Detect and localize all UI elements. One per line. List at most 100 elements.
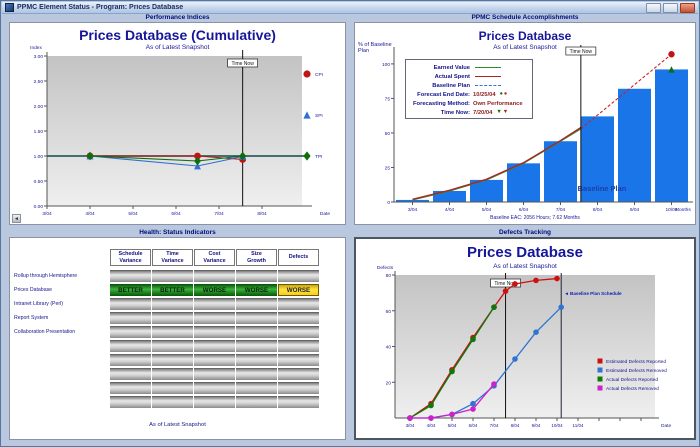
legend-row: Forecast End Date: 10/25/04 ●● — [410, 90, 528, 99]
empty-status-cell[interactable] — [278, 298, 319, 310]
empty-status-cell[interactable] — [278, 270, 319, 282]
empty-status-cell[interactable] — [110, 312, 151, 324]
data-point — [554, 275, 560, 282]
status-cell[interactable]: WORSE — [194, 284, 235, 296]
empty-status-cell[interactable] — [152, 354, 193, 366]
empty-status-cell[interactable] — [278, 354, 319, 366]
legend-label: SPI — [315, 113, 323, 119]
empty-status-cell[interactable] — [152, 270, 193, 282]
panel-caption-health: Health: Status Indicators — [139, 229, 216, 236]
empty-status-cell[interactable] — [110, 340, 151, 352]
panel-caption-performance: Performance Indices — [145, 14, 210, 21]
empty-status-cell[interactable] — [110, 270, 151, 282]
empty-status-cell[interactable] — [278, 326, 319, 338]
baseline-plan-bar — [507, 163, 540, 202]
data-point — [428, 402, 434, 409]
row-label[interactable]: Intranet Library (Perl) — [14, 301, 64, 307]
empty-status-cell[interactable] — [194, 312, 235, 324]
empty-status-cell[interactable] — [236, 326, 277, 338]
forecast-line — [580, 53, 672, 130]
row-label[interactable]: Rollup through Hemisphere — [14, 273, 78, 279]
scroll-button[interactable]: ◄ — [12, 214, 21, 223]
bar-area-label: Baseline Plan — [578, 184, 627, 193]
empty-status-cell[interactable] — [152, 298, 193, 310]
empty-status-cell[interactable] — [278, 312, 319, 324]
empty-status-cell[interactable] — [278, 382, 319, 394]
empty-status-cell[interactable] — [110, 382, 151, 394]
empty-status-cell[interactable] — [152, 382, 193, 394]
empty-status-cell[interactable] — [194, 382, 235, 394]
x-axis-title: Months — [675, 207, 691, 213]
chart-subtitle: As of Latest Snapshot — [145, 44, 210, 51]
chart-title: Prices Database — [467, 244, 583, 261]
row-label[interactable]: Report System — [14, 315, 49, 321]
empty-status-cell[interactable] — [236, 368, 277, 380]
panel-defects-tracking[interactable]: Prices Database As of Latest Snapshot 20… — [354, 237, 696, 440]
status-cell[interactable]: WORSE — [278, 284, 319, 296]
empty-status-cell[interactable] — [110, 396, 151, 408]
empty-status-cell[interactable] — [194, 396, 235, 408]
baseline-plan-bar — [396, 199, 429, 202]
empty-status-cell[interactable] — [110, 354, 151, 366]
line-blue-dash-swatch-icon — [475, 85, 501, 86]
empty-status-cell[interactable] — [152, 368, 193, 380]
minimize-button[interactable] — [646, 2, 661, 13]
empty-status-cell[interactable] — [152, 340, 193, 352]
legend-label: Actual Defects Removed — [606, 386, 659, 392]
empty-status-cell[interactable] — [278, 396, 319, 408]
empty-status-cell[interactable] — [236, 298, 277, 310]
empty-status-cell[interactable] — [194, 340, 235, 352]
data-point — [502, 288, 509, 294]
panel-health-status[interactable]: Schedule Variance Time Variance Cost Varia… — [9, 237, 346, 440]
time-now-marker-icons: ▼▼ — [496, 108, 510, 115]
defects-tracking-chart: 20 40 60 80 Defects 3/04 4/04 5/04 6/04 7/04 8/04 9… — [377, 265, 672, 429]
legend-row: Earned Value — [410, 63, 528, 72]
empty-status-cell[interactable] — [236, 270, 277, 282]
empty-status-cell[interactable] — [110, 326, 151, 338]
row-label[interactable]: Collaboration Presentation — [14, 329, 76, 335]
empty-status-cell[interactable] — [152, 312, 193, 324]
row-label[interactable]: Prices Database — [14, 287, 53, 293]
status-cell[interactable]: BETTER — [152, 284, 193, 296]
legend-label: Estimated Defects Removed — [606, 368, 667, 374]
data-point — [239, 151, 247, 161]
axis-tick-label: 40 — [386, 345, 392, 351]
legend-label: Actual Spent — [434, 73, 470, 80]
legend-row: Baseline Plan — [410, 81, 528, 90]
legend-marker-tpi — [303, 151, 311, 161]
data-point — [533, 329, 539, 335]
empty-status-cell[interactable] — [278, 368, 319, 380]
legend-label: CPI — [315, 72, 323, 78]
empty-status-cell[interactable] — [152, 326, 193, 338]
panel-performance-indices[interactable]: Prices Database (Cumulative) As of Lates… — [9, 22, 346, 225]
empty-status-cell[interactable] — [152, 396, 193, 408]
empty-status-cell[interactable] — [194, 270, 235, 282]
empty-status-cell[interactable] — [194, 326, 235, 338]
data-point — [491, 304, 497, 310]
title-bar: PPMC Element Status - Program: Prices Da… — [2, 2, 698, 14]
axis-tick-label: 1.50 — [34, 129, 44, 135]
status-cell[interactable]: WORSE — [236, 284, 277, 296]
empty-status-cell[interactable] — [236, 396, 277, 408]
empty-status-cell[interactable] — [236, 312, 277, 324]
empty-status-cell[interactable] — [236, 382, 277, 394]
empty-status-cell[interactable] — [278, 340, 319, 352]
empty-status-cell[interactable] — [110, 298, 151, 310]
panel-schedule-accomplishments[interactable]: Prices Database As of Latest Snapshot % … — [354, 22, 696, 225]
empty-status-cell[interactable] — [194, 368, 235, 380]
close-button[interactable] — [680, 2, 695, 13]
empty-status-cell[interactable] — [194, 354, 235, 366]
status-cell[interactable]: BETTER — [110, 284, 151, 296]
legend-marker — [597, 367, 603, 373]
data-point — [533, 277, 539, 284]
chart-caption: Baseline EAC: 2056 Hours; 7.62 Months — [490, 215, 580, 221]
maximize-button[interactable] — [663, 2, 678, 13]
empty-status-cell[interactable] — [110, 368, 151, 380]
empty-status-cell[interactable] — [236, 340, 277, 352]
app-icon — [5, 3, 14, 12]
x-axis-title: Date — [320, 211, 330, 217]
axis-tick-label: 4/04 — [427, 423, 436, 428]
legend-marker — [597, 358, 603, 364]
empty-status-cell[interactable] — [194, 298, 235, 310]
empty-status-cell[interactable] — [236, 354, 277, 366]
